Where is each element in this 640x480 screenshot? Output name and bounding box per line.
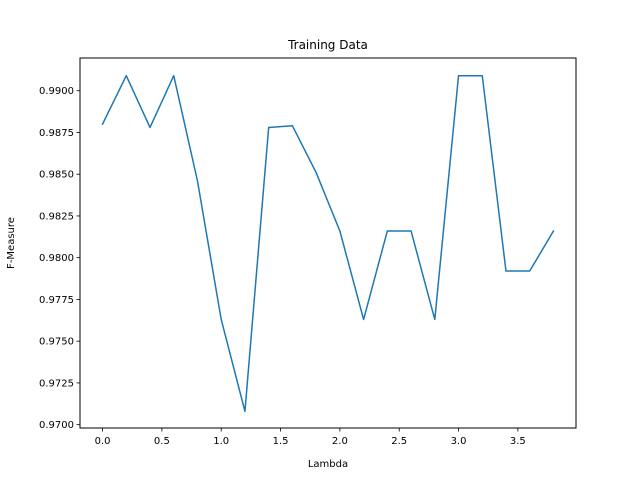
y-tick-label: 0.9850 xyxy=(39,170,74,181)
chart-title: Training Data xyxy=(287,38,368,52)
y-tick-label: 0.9900 xyxy=(39,86,74,97)
y-tick-label: 0.9700 xyxy=(39,420,74,431)
x-tick-label: 2.5 xyxy=(391,436,407,447)
x-tick-label: 0.5 xyxy=(154,436,170,447)
x-tick-label: 2.0 xyxy=(332,436,348,447)
y-tick-label: 0.9800 xyxy=(39,253,74,264)
x-tick-label: 3.5 xyxy=(510,436,526,447)
series-line-0 xyxy=(101,74,555,413)
tick-group: 0.0 0.5 1.0 1.5 2.0 2.5 3.0 3.5 0.9700 0.9725 0.97… xyxy=(39,86,526,447)
x-tick-label: 3.0 xyxy=(451,436,467,447)
y-tick-label: 0.9725 xyxy=(39,378,74,389)
y-axis-label: F-Measure xyxy=(6,217,17,269)
plot-frame xyxy=(79,57,577,429)
y-tick-label: 0.9750 xyxy=(39,337,74,348)
x-tick-label: 1.0 xyxy=(213,436,229,447)
y-tick-label: 0.9775 xyxy=(39,295,74,306)
series-layer xyxy=(101,74,555,413)
x-tick-label: 1.5 xyxy=(273,436,289,447)
y-tick-label: 0.9875 xyxy=(39,128,74,139)
x-axis-label: Lambda xyxy=(308,459,348,470)
x-tick-label: 0.0 xyxy=(95,436,111,447)
y-tick-label: 0.9825 xyxy=(39,211,74,222)
